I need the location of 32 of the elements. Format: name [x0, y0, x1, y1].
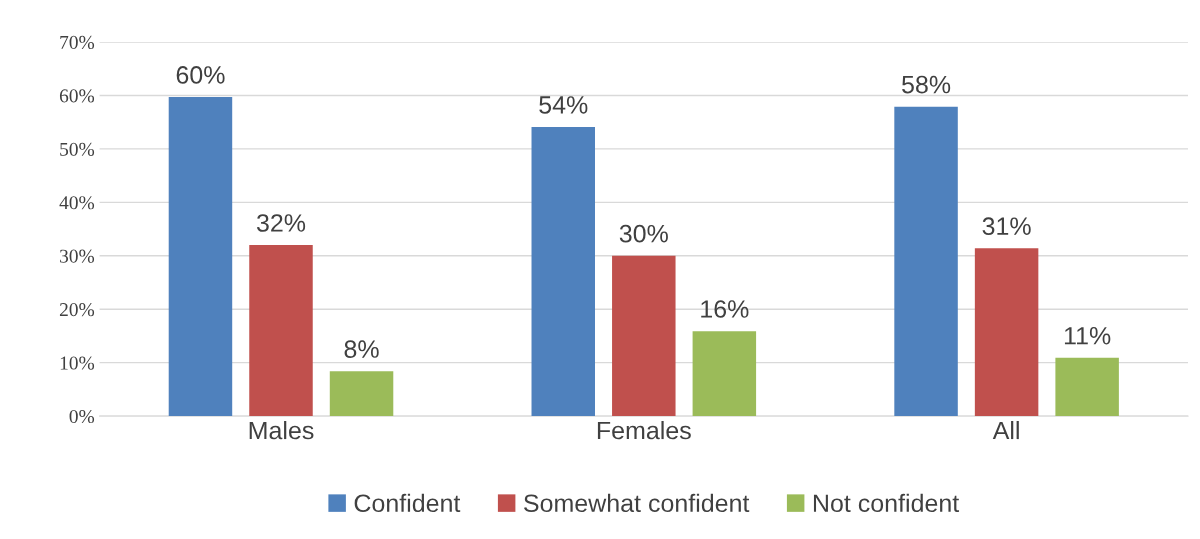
- x-tick-label: Males: [249, 420, 314, 440]
- y-tick-label: 0%: [69, 409, 95, 424]
- x-tick-label: All: [992, 420, 1019, 440]
- data-label: 8%: [344, 340, 379, 358]
- data-label: 60%: [176, 66, 225, 84]
- bar: [974, 248, 1039, 417]
- y-tick-label: 50%: [60, 142, 95, 156]
- y-tick-label: 70%: [60, 35, 95, 50]
- data-label: 58%: [902, 75, 951, 94]
- data-label: 31%: [982, 217, 1031, 236]
- data-label: 30%: [619, 224, 668, 243]
- y-tick-label: 40%: [59, 196, 95, 210]
- data-label: 54%: [539, 96, 588, 114]
- legend-label: Not confident: [813, 493, 960, 513]
- y-tick-label: 20%: [59, 303, 95, 317]
- bar: [531, 127, 595, 417]
- legend-label: Somewhat confident: [524, 493, 750, 513]
- bar: [612, 255, 676, 417]
- y-tick-label: 10%: [60, 356, 95, 370]
- bar: [894, 106, 958, 417]
- bar: [692, 331, 757, 417]
- y-tick-label: 30%: [60, 249, 95, 263]
- data-label: 16%: [701, 300, 749, 318]
- legend-label: Confident: [354, 493, 461, 513]
- bar: [329, 371, 394, 417]
- bar: [1055, 357, 1119, 417]
- bar: [168, 97, 233, 417]
- bar: [249, 245, 313, 417]
- y-tick-label: 60%: [59, 89, 95, 103]
- x-tick-label: Females: [597, 420, 691, 440]
- data-label: 32%: [256, 214, 306, 232]
- data-label: 11%: [1064, 326, 1111, 345]
